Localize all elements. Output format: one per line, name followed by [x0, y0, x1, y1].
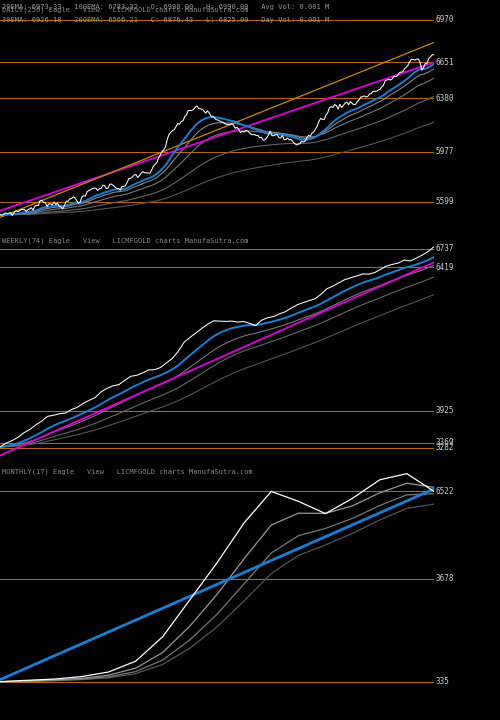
Text: 20EMA: 6973.33   100EMA: 6783.32   O: 6990.00   H: 6990.00   Avg Vol: 0.001 M: 20EMA: 6973.33 100EMA: 6783.32 O: 6990.0…	[2, 4, 330, 9]
Text: 3369: 3369	[435, 438, 454, 447]
Text: 335: 335	[435, 678, 449, 686]
Text: WEEKLY(74) Eagle   View   LICMFGOLD charts ManufaSutra.com: WEEKLY(74) Eagle View LICMFGOLD charts M…	[2, 238, 248, 244]
Text: 6651: 6651	[435, 58, 454, 67]
Text: 3282: 3282	[435, 444, 454, 452]
Text: 5977: 5977	[435, 147, 454, 156]
Text: 30EMA: 6926.18   200EMA: 6566.21   C: 6876.43   L: 6825.00   Day Vol: 0.001 M: 30EMA: 6926.18 200EMA: 6566.21 C: 6876.4…	[2, 17, 330, 22]
Text: 6522: 6522	[435, 487, 454, 496]
Text: MONTHLY(17) Eagle   View   LICMFGOLD charts ManufaSutra.com: MONTHLY(17) Eagle View LICMFGOLD charts …	[2, 468, 253, 474]
Text: 6380: 6380	[435, 94, 454, 102]
Text: 6970: 6970	[435, 15, 454, 24]
Text: 6737: 6737	[435, 244, 454, 253]
Text: DAILY(250) Eagle   View   LICMFGOLD charts ManufaSutra.com: DAILY(250) Eagle View LICMFGOLD charts M…	[2, 7, 248, 14]
Text: 3925: 3925	[435, 406, 454, 415]
Text: 3678: 3678	[435, 575, 454, 583]
Text: 5599: 5599	[435, 197, 454, 206]
Text: 6419: 6419	[435, 263, 454, 271]
